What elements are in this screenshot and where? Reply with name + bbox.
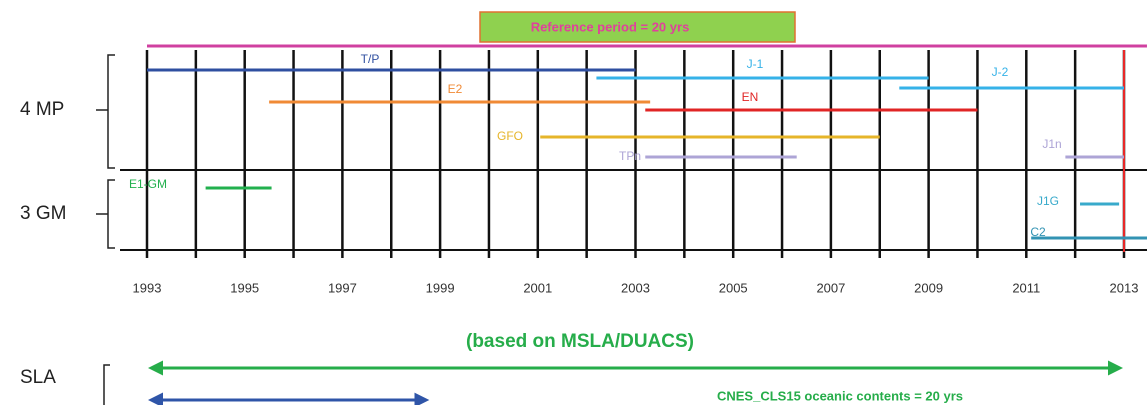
annotation: CNES_CLS15 oceanic contents = 20 yrs xyxy=(717,388,963,403)
title-box xyxy=(479,11,796,43)
x-tick-label: 2005 xyxy=(719,280,748,295)
x-tick-label: 1995 xyxy=(230,280,259,295)
bar-label: EN xyxy=(742,90,759,104)
row-bracket xyxy=(103,364,110,405)
x-tick-label: 2009 xyxy=(914,280,943,295)
bar-label: E2 xyxy=(448,82,463,96)
row-label: 4 MP xyxy=(20,99,64,120)
x-tick-label: 2007 xyxy=(816,280,845,295)
annotation: (based on MSLA/DUACS) xyxy=(466,331,694,352)
bar-label: GFO xyxy=(497,129,523,143)
bar-label: C2 xyxy=(1030,225,1046,239)
bar-label: J-2 xyxy=(992,65,1009,79)
bar-label: J1G xyxy=(1037,194,1059,208)
bar-label: TPn xyxy=(619,149,641,163)
row-bracket xyxy=(96,54,115,169)
bar-label: J1n xyxy=(1042,137,1061,151)
x-tick-label: 1993 xyxy=(133,280,162,295)
bar-label: E1-GM xyxy=(129,177,167,191)
bar-label: T/P xyxy=(361,52,380,66)
x-tick-label: 2013 xyxy=(1110,280,1139,295)
row-label: SLA xyxy=(20,367,56,388)
x-tick-label: 2011 xyxy=(1012,280,1040,295)
bar-label: J-1 xyxy=(747,57,764,71)
x-tick-label: 1999 xyxy=(426,280,455,295)
chart-title: Reference period = 20 yrs xyxy=(531,19,690,34)
x-tick-label: 1997 xyxy=(328,280,357,295)
x-tick-label: 2003 xyxy=(621,280,650,295)
x-tick-label: 2001 xyxy=(523,280,552,295)
row-label: 3 GM xyxy=(20,203,66,224)
row-bracket xyxy=(96,179,115,249)
